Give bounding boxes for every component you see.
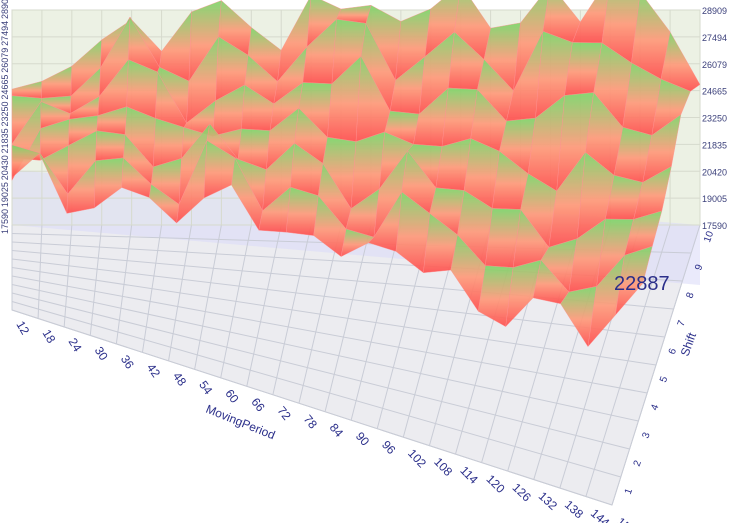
y-tick-label: 10 (702, 229, 716, 244)
y-axis-label: Shift (678, 330, 700, 358)
z-tick-label-left: 26079 (0, 48, 10, 73)
y-tick-label: 7 (676, 319, 688, 328)
x-tick-label: 54 (196, 378, 215, 397)
z-tick-label-left: 19025 (0, 182, 10, 207)
x-tick-label: 42 (144, 361, 163, 380)
y-tick-label: 2 (632, 459, 644, 468)
floor-grid-line (11, 275, 648, 394)
z-tick-label-right: 21835 (702, 140, 727, 150)
x-tick-label: 144 (588, 506, 613, 523)
z-tick-label-left: 21835 (0, 128, 10, 153)
floor-grid-line (11, 284, 639, 422)
x-tick-label: 12 (13, 319, 32, 338)
x-tick-label: 24 (66, 336, 85, 355)
x-tick-label: 84 (327, 421, 347, 440)
x-tick-label: 114 (457, 463, 481, 487)
surface-facet (615, 245, 653, 316)
floor-grid-line (11, 292, 630, 450)
x-tick-label: 132 (536, 489, 560, 513)
z-tick-label-right: 26079 (702, 60, 727, 70)
floor-grid-line (11, 258, 665, 338)
z-tick-label-left: 27494 (0, 21, 10, 46)
x-tick-label: 120 (483, 472, 507, 496)
floor-grid-line (11, 267, 657, 366)
y-tick-label: 9 (693, 263, 705, 272)
x-tick-label: 96 (379, 438, 399, 458)
floor-grid-line (11, 301, 621, 478)
z-tick-label-right: 28909 (702, 6, 727, 16)
x-tick-label: 72 (275, 404, 294, 423)
x-tick-label: 18 (40, 327, 59, 346)
z-tick-label-left: 24665 (0, 75, 10, 100)
y-tick-label: 8 (684, 291, 696, 300)
y-tick-label: 5 (658, 375, 670, 384)
z-tick-label-right: 17590 (702, 221, 727, 231)
y-tick-label: 3 (640, 431, 652, 440)
z-tick-label-right: 20420 (702, 167, 727, 177)
x-tick-label: 150 (614, 515, 639, 523)
surface-mesh (11, 0, 701, 348)
x-tick-label: 48 (170, 370, 189, 389)
x-tick-label: 78 (301, 412, 321, 431)
x-tick-label: 30 (92, 344, 111, 363)
z-axis-right-ticks: 17590 19005 20420 21835 23250 24665 26079 27494… (702, 6, 727, 231)
z-tick-label-right: 19005 (702, 194, 727, 204)
x-tick-label: 60 (222, 387, 241, 406)
highlight-value: 22887 (614, 273, 670, 295)
x-tick-label: 36 (118, 353, 137, 372)
x-tick-label: 126 (510, 480, 534, 504)
floor-grid-line (11, 309, 613, 506)
y-tick-label: 6 (667, 347, 679, 356)
z-tick-label-left: 23250 (0, 101, 10, 126)
z-tick-label-right: 23250 (702, 114, 727, 124)
x-tick-label: 66 (248, 395, 267, 414)
surface-facet (95, 130, 126, 161)
x-tick-label: 90 (353, 429, 373, 449)
z-tick-label-left: 28909 (0, 0, 10, 19)
z-tick-label-right: 24665 (702, 87, 727, 97)
surface-facet (286, 186, 319, 236)
z-tick-label-right: 27494 (702, 33, 727, 43)
x-tick-label: 108 (431, 455, 455, 479)
y-tick-label: 1 (623, 487, 635, 496)
y-tick-label: 4 (649, 403, 661, 412)
z-tick-label-left: 17590 (0, 209, 10, 234)
y-axis-ticks: 1 2 3 4 5 6 7 8 9 10 (623, 229, 716, 496)
x-tick-label: 138 (562, 497, 587, 521)
x-axis-label: MovingPeriod (204, 402, 277, 442)
x-tick-label: 102 (405, 446, 429, 470)
z-tick-label-left: 20430 (0, 155, 10, 180)
